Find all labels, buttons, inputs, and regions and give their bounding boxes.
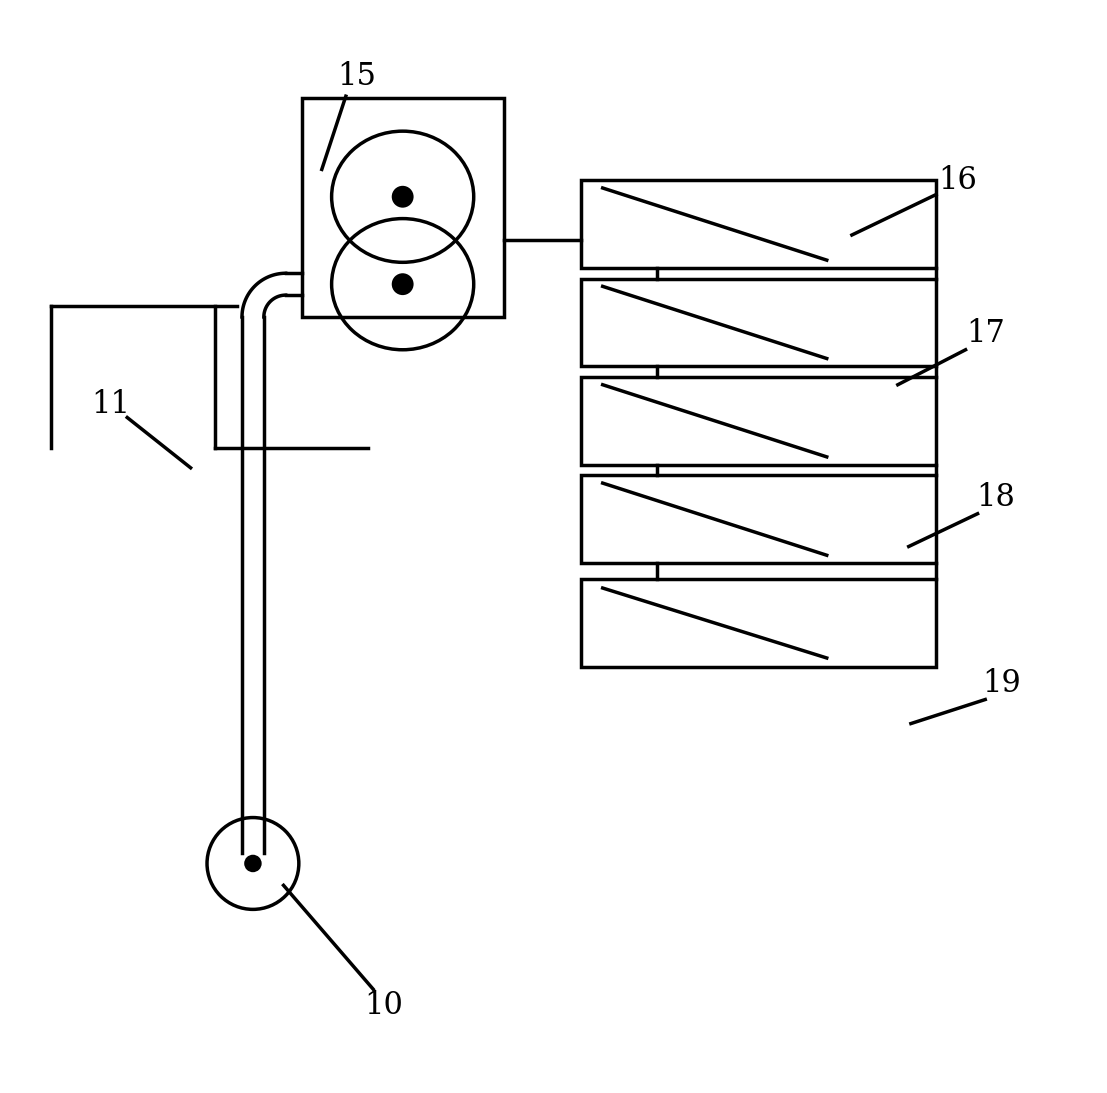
Bar <box>581 475 937 563</box>
Text: 10: 10 <box>364 990 404 1021</box>
Text: 19: 19 <box>982 668 1021 698</box>
Circle shape <box>392 273 414 295</box>
Text: 15: 15 <box>338 61 376 92</box>
Text: 17: 17 <box>965 318 1005 349</box>
Text: 11: 11 <box>92 389 131 420</box>
Bar <box>581 180 937 268</box>
Bar <box>581 579 937 667</box>
Text: 16: 16 <box>939 165 977 196</box>
Bar <box>581 279 937 366</box>
Circle shape <box>392 186 414 208</box>
Bar <box>302 98 505 317</box>
Text: 18: 18 <box>976 482 1015 513</box>
Circle shape <box>245 855 261 872</box>
Bar <box>581 377 937 465</box>
